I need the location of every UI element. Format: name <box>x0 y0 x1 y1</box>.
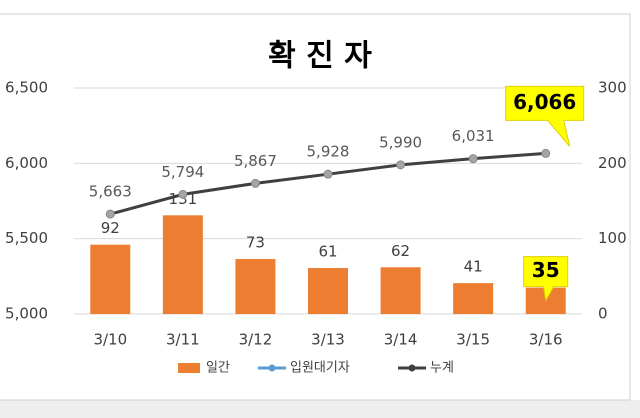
chart-title: 확 진 자 <box>268 39 372 74</box>
bar-value-label: 41 <box>464 258 483 276</box>
line-marker <box>541 148 551 158</box>
bar <box>90 244 131 314</box>
line-marker <box>468 154 478 164</box>
line-marker <box>250 178 260 188</box>
legend-swatch <box>268 364 276 372</box>
x-tick-label: 3/12 <box>239 331 273 349</box>
y-tick-label: 6,500 <box>5 79 48 97</box>
frame <box>0 13 631 401</box>
bottom-band <box>0 400 640 418</box>
line-value-label: 5,794 <box>161 163 204 181</box>
line-marker <box>178 189 188 199</box>
x-tick-label: 3/14 <box>384 331 418 349</box>
y2-tick-label: 0 <box>598 305 608 323</box>
bar-value-label: 62 <box>391 242 410 260</box>
legend-label: 입원대기자 <box>290 361 350 376</box>
x-tick-label: 3/10 <box>93 331 127 349</box>
line-value-label: 5,663 <box>89 183 132 201</box>
line-value-label: 6,031 <box>452 127 495 145</box>
bar-value-label: 35 <box>532 258 560 282</box>
line-marker <box>323 169 333 179</box>
bar <box>380 267 421 314</box>
callout <box>523 256 569 303</box>
x-tick-label: 3/11 <box>166 331 200 349</box>
line-value-label: 5,867 <box>234 152 277 170</box>
line-marker <box>105 209 115 219</box>
x-tick-label: 3/15 <box>456 331 490 349</box>
legend-swatch <box>408 364 416 372</box>
y-tick-label: 5,500 <box>5 229 48 247</box>
bar <box>308 268 348 314</box>
y2-tick-label: 300 <box>598 79 627 97</box>
x-tick-label: 3/16 <box>529 331 563 349</box>
y2-tick-label: 200 <box>598 154 627 172</box>
line-value-label: 5,928 <box>307 143 350 161</box>
bar <box>162 215 203 314</box>
line-value-label: 6,066 <box>513 90 576 114</box>
bar-value-label: 92 <box>101 219 120 237</box>
bar-value-label: 73 <box>246 234 265 252</box>
y-tick-label: 6,000 <box>5 154 48 172</box>
y-tick-label: 5,000 <box>5 305 48 323</box>
line-value-label: 5,990 <box>379 133 422 151</box>
line-marker <box>396 160 406 170</box>
callout <box>505 85 585 147</box>
x-tick-label: 3/13 <box>311 331 345 349</box>
legend-swatch <box>178 363 200 373</box>
bar-value-label: 61 <box>318 243 337 261</box>
legend-label: 누계 <box>430 361 454 376</box>
bar <box>235 259 276 314</box>
legend-label: 일간 <box>206 361 230 376</box>
bar <box>453 283 494 314</box>
y2-tick-label: 100 <box>598 229 627 247</box>
